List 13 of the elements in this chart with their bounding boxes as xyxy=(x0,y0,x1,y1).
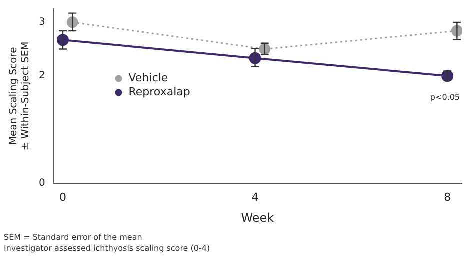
annotation: p<0.05 xyxy=(430,93,460,102)
y-axis-title: Mean Scaling Score ± Within-Subject SEM xyxy=(8,42,32,151)
x-axis-title: Week xyxy=(241,210,274,225)
y-tick-label: 2 xyxy=(38,70,46,82)
x-tick-label: 8 xyxy=(444,190,452,204)
text: SEM = Standard error of the mean xyxy=(4,233,142,242)
y-tick-label: 0 xyxy=(38,178,46,189)
text: Investigator assessed ichthyosis scaling score (0-4) xyxy=(4,244,210,254)
legend-label: Reproxalap xyxy=(128,86,190,99)
x-tick-label: 4 xyxy=(252,190,259,204)
x-tick-label: 0 xyxy=(59,190,66,204)
y-tick-label: 3 xyxy=(38,17,46,28)
legend-label: Vehicle xyxy=(128,72,168,85)
